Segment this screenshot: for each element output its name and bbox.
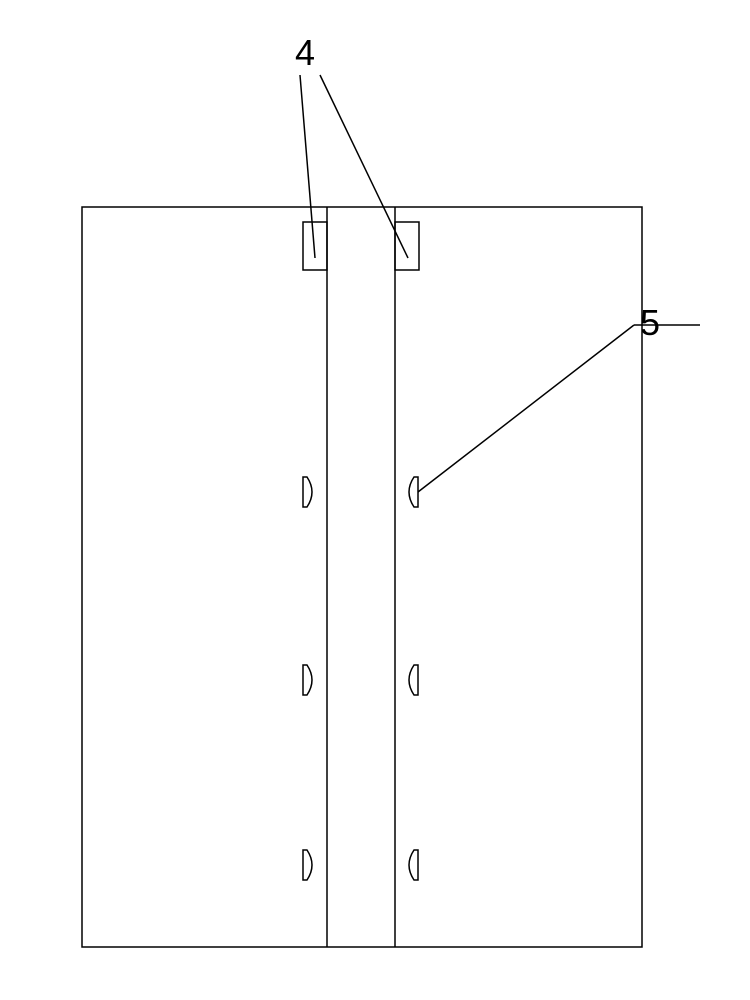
label-4: 4 [295, 32, 315, 73]
top-tab-right [395, 222, 419, 270]
outer-rect [82, 207, 642, 947]
leader-4 [320, 75, 408, 258]
top-tab-left [303, 222, 327, 270]
d-bracket [409, 477, 418, 507]
d-bracket [303, 477, 312, 507]
d-bracket [409, 665, 418, 695]
label-5: 5 [640, 302, 660, 343]
d-bracket [303, 850, 312, 880]
d-bracket [409, 850, 418, 880]
leader-5 [418, 325, 634, 492]
d-bracket [303, 665, 312, 695]
